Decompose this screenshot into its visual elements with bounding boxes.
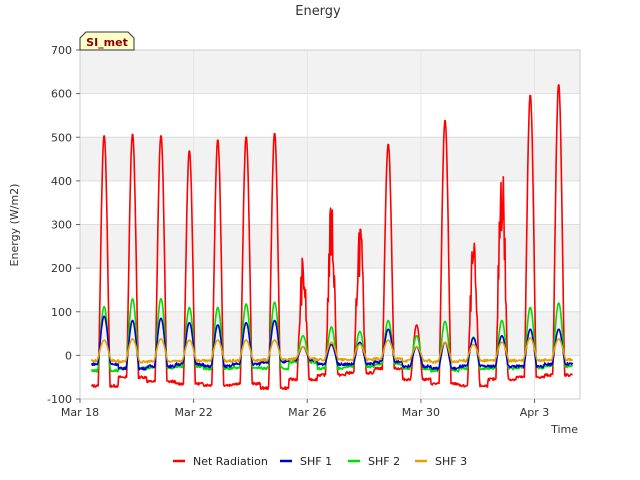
y-tick-label: 200 (51, 262, 72, 275)
y-tick-label: 600 (51, 88, 72, 101)
legend-label-shf-1: SHF 1 (300, 455, 332, 468)
y-tick-label: 100 (51, 306, 72, 319)
chart-title: Energy (295, 4, 341, 19)
site-badge: SI_met (79, 31, 135, 51)
series-line-net-radiation (90, 84, 573, 391)
legend-label-shf-2: SHF 2 (368, 455, 400, 468)
legend-label-net-radiation: Net Radiation (193, 455, 268, 468)
series-line-shf-3 (90, 337, 574, 364)
y-tick-label: 0 (65, 349, 72, 362)
x-axis-title: Time (550, 423, 578, 436)
y-axis-ticks: -100 0 100 200 300 400 500 600 700 (47, 44, 80, 406)
y-tick-label: 700 (51, 44, 72, 57)
legend-label-shf-3: SHF 3 (435, 455, 467, 468)
x-tick-label: Mar 30 (402, 406, 440, 419)
plot-band (80, 93, 580, 138)
legend: Net Radiation SHF 1 SHF 2 SHF 3 (173, 455, 467, 468)
site-badge-box (79, 31, 135, 51)
x-tick-label: Mar 22 (175, 406, 213, 419)
series-lines (90, 84, 574, 391)
site-badge-label: SI_met (86, 36, 128, 49)
x-tick-label: Mar 18 (61, 406, 99, 419)
x-tick-label: Apr 3 (520, 406, 550, 419)
y-tick-label: 300 (51, 219, 72, 232)
y-tick-label: 500 (51, 131, 72, 144)
y-tick-label: -100 (47, 393, 72, 406)
x-tick-label: Mar 26 (288, 406, 326, 419)
series-line-shf-1 (91, 315, 574, 371)
x-axis-ticks: Mar 18 Mar 22 Mar 26 Mar 30 Apr 3 (61, 399, 549, 419)
plot-band (80, 137, 580, 181)
series-line-shf-2 (90, 298, 574, 373)
y-axis-title: Energy (W/m2) (8, 184, 21, 267)
plot-band (80, 50, 580, 94)
y-tick-label: 400 (51, 175, 72, 188)
